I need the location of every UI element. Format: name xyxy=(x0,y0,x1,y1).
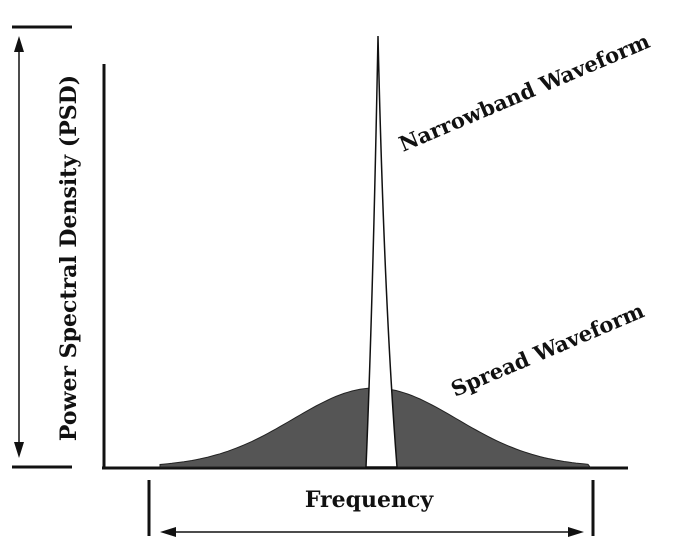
y-extent-arrow-head-up xyxy=(14,36,24,52)
x-extent-arrow-head-left xyxy=(160,527,176,537)
narrowband-waveform-spike xyxy=(365,35,398,468)
y-extent-arrow-head-down xyxy=(14,442,24,458)
y-axis-label: Power Spectral Density (PSD) xyxy=(56,75,82,441)
narrowband-waveform-label: Narrowband Waveform xyxy=(395,28,653,156)
x-extent-arrow-head-right xyxy=(568,527,584,537)
x-axis-label: Frequency xyxy=(305,487,435,513)
spread-waveform-label: Spread Waveform xyxy=(447,298,647,402)
